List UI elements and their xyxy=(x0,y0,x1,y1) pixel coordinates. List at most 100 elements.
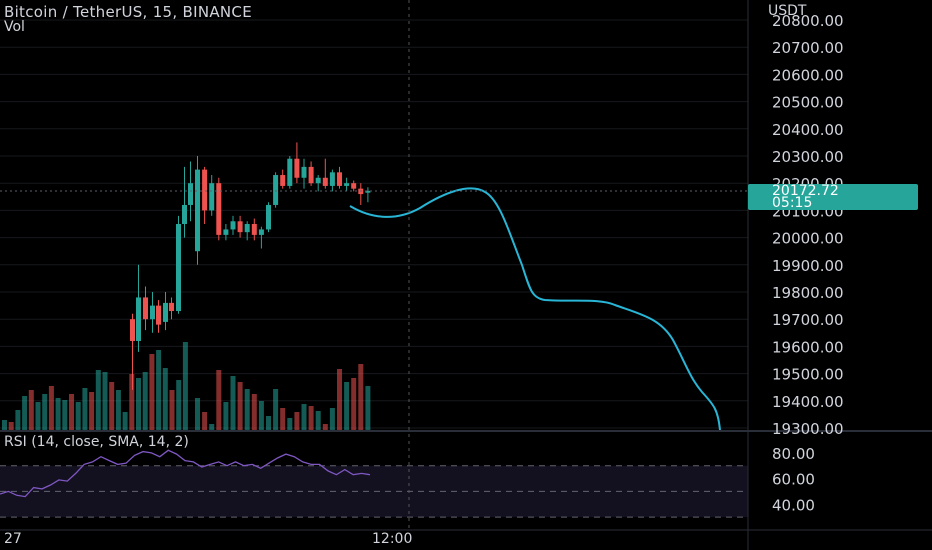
volume-bar xyxy=(55,398,61,430)
volume-bar xyxy=(129,374,135,430)
volume-bar xyxy=(62,400,68,430)
grid-lines xyxy=(0,19,748,429)
rsi-pane xyxy=(0,449,748,518)
volume-bar xyxy=(182,342,188,430)
price-tick-label: 19600.00 xyxy=(772,338,844,356)
candle-body xyxy=(294,158,300,178)
price-tick-label: 20500.00 xyxy=(772,94,844,112)
price-tick-label: 20400.00 xyxy=(772,121,844,139)
volume-bar xyxy=(35,402,41,430)
volume-bar xyxy=(344,382,350,430)
earlier-candles xyxy=(130,161,193,390)
volume-bar xyxy=(95,370,101,430)
volume-bar xyxy=(202,412,208,430)
last-price-tag: 20172.72 05:15 xyxy=(748,184,918,210)
volume-bar xyxy=(2,420,7,430)
volume-bar xyxy=(337,369,342,430)
volume-bar xyxy=(136,378,141,430)
candle-body xyxy=(169,302,174,312)
price-tick-label: 20300.00 xyxy=(772,148,844,166)
volume-bar xyxy=(149,354,155,430)
candle-body xyxy=(230,221,236,230)
volume-bars xyxy=(2,342,371,430)
candle-body xyxy=(182,204,187,224)
rsi-tick-label: 60.00 xyxy=(772,471,815,489)
volume-bar xyxy=(244,389,250,430)
candle-body xyxy=(315,177,321,184)
projection-drawing[interactable] xyxy=(349,187,721,431)
candle-body xyxy=(188,183,193,205)
candle-body xyxy=(195,169,200,252)
volume-bar xyxy=(266,416,271,430)
candle-body xyxy=(258,229,264,235)
volume-bar xyxy=(223,402,229,430)
volume-bar xyxy=(294,412,300,430)
volume-bar xyxy=(48,386,54,430)
candle-body xyxy=(337,172,342,186)
last-price-value: 20172.72 xyxy=(772,183,839,199)
price-tick-label: 19800.00 xyxy=(772,284,844,302)
rsi-tick-label: 80.00 xyxy=(772,445,815,463)
candle-body xyxy=(365,190,371,193)
volume-bar xyxy=(301,404,307,430)
price-tick-label: 20000.00 xyxy=(772,230,844,248)
candle-body xyxy=(287,158,293,186)
volume-bar xyxy=(230,376,236,430)
candle-body xyxy=(143,297,148,320)
price-tick-label: 20600.00 xyxy=(772,66,844,84)
candle-body xyxy=(209,183,215,211)
candle-body xyxy=(273,175,279,205)
candle-body xyxy=(176,224,181,312)
candle-body xyxy=(237,221,243,233)
volume-bar xyxy=(209,424,215,430)
candle-body xyxy=(244,224,250,233)
volume-bar xyxy=(109,382,115,430)
price-tick-label: 20800.00 xyxy=(772,12,844,30)
volume-bar xyxy=(169,390,175,430)
time-label-1200: 12:00 xyxy=(372,531,413,547)
chart-title: Bitcoin / TetherUS, 15, BINANCE xyxy=(4,3,252,21)
candle-body xyxy=(308,166,314,184)
volume-bar xyxy=(89,392,95,430)
price-tick-label: 19700.00 xyxy=(772,311,844,329)
candle-body xyxy=(216,183,222,235)
volume-bar xyxy=(315,411,321,430)
price-tick-label: 19500.00 xyxy=(772,366,844,384)
volume-bar xyxy=(28,390,34,430)
candle-body xyxy=(344,183,350,186)
volume-bar xyxy=(351,378,357,430)
time-label-27: 27 xyxy=(4,531,22,547)
price-tick-label: 19900.00 xyxy=(772,257,844,275)
volume-bar xyxy=(162,368,168,430)
price-tick-label: 19400.00 xyxy=(772,393,844,411)
volume-bar xyxy=(8,422,14,430)
volume-label: Vol xyxy=(4,19,25,35)
volume-bar xyxy=(122,412,128,430)
price-tick-label: 19300.00 xyxy=(772,420,844,438)
volume-bar xyxy=(115,390,121,430)
price-unit: USDT xyxy=(768,3,807,19)
candle-body xyxy=(223,229,229,235)
volume-bar xyxy=(280,408,286,430)
candle-body xyxy=(322,177,328,186)
volume-bar xyxy=(308,406,314,430)
candle-body xyxy=(130,319,135,341)
volume-bar xyxy=(365,386,371,430)
rsi-label: RSI (14, close, SMA, 14, 2) xyxy=(4,434,189,450)
volume-bar xyxy=(82,388,88,430)
volume-bar xyxy=(273,389,279,430)
volume-bar xyxy=(216,370,222,430)
volume-bar xyxy=(287,418,293,430)
volume-bar xyxy=(42,394,48,430)
volume-bar xyxy=(258,401,264,430)
candles xyxy=(195,142,371,265)
volume-bar xyxy=(75,402,81,430)
rsi-tick-label: 40.00 xyxy=(772,496,815,514)
candle-body xyxy=(351,183,357,189)
volume-bar xyxy=(358,364,364,430)
volume-bar xyxy=(156,350,162,430)
price-tick-label: 20700.00 xyxy=(772,39,844,57)
volume-bar xyxy=(237,382,243,430)
volume-bar xyxy=(176,380,182,430)
